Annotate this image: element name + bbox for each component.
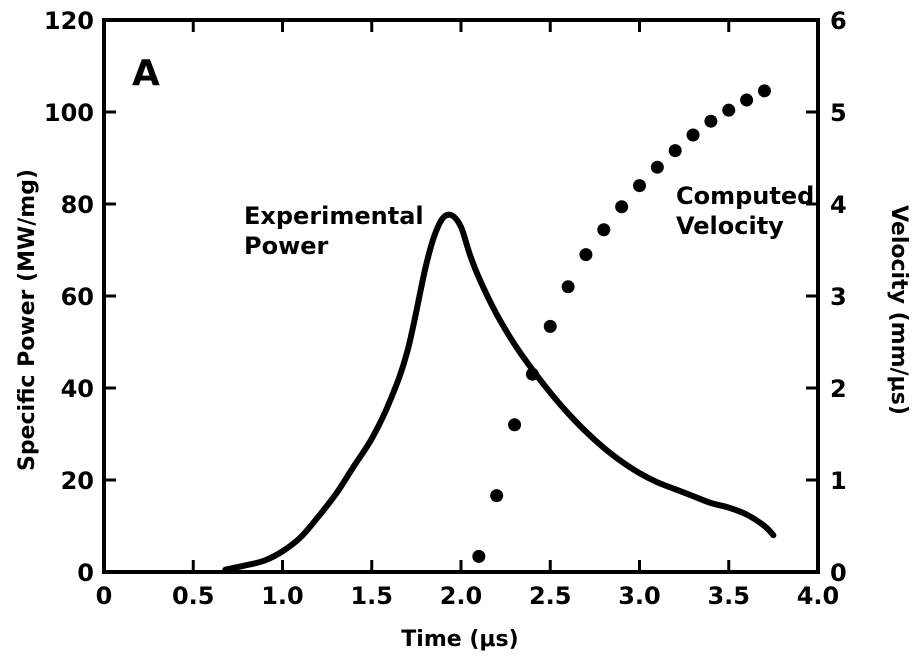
x-axis-title: Time (μs) bbox=[401, 627, 518, 652]
y-right-tick-label: 6 bbox=[830, 7, 847, 35]
y-left-axis-title: Specific Power (MW/mg) bbox=[15, 169, 40, 471]
velocity-point bbox=[543, 319, 557, 333]
velocity-annotation: Computed Velocity bbox=[676, 182, 823, 240]
experimental-power-line bbox=[222, 211, 777, 573]
y-right-tick-label: 0 bbox=[830, 559, 847, 587]
x-tick-label: 1.5 bbox=[350, 582, 393, 610]
y-right-tick-label: 3 bbox=[830, 283, 847, 311]
y-left-tick-label: 20 bbox=[61, 467, 94, 495]
velocity-point bbox=[740, 93, 754, 107]
x-tick-label: 0 bbox=[96, 582, 113, 610]
x-tick-label: 0.5 bbox=[172, 582, 215, 610]
tick-labels: 0 0.5 1.0 1.5 2.0 2.5 3.0 3.5 4.0020406080100120… bbox=[44, 7, 847, 610]
y-right-tick-label: 4 bbox=[830, 191, 847, 219]
velocity-annotation-line-1: Computed bbox=[676, 182, 814, 210]
velocity-point bbox=[704, 114, 718, 128]
velocity-point bbox=[525, 367, 539, 381]
x-tick-label: 3.0 bbox=[618, 582, 661, 610]
y-left-tick-label: 0 bbox=[77, 559, 94, 587]
velocity-point bbox=[686, 128, 700, 142]
x-tick-label: 3.5 bbox=[707, 582, 750, 610]
velocity-point bbox=[615, 200, 629, 214]
velocity-annotation-line-2: Velocity bbox=[676, 212, 784, 240]
velocity-point bbox=[650, 160, 664, 174]
tick-marks bbox=[102, 18, 820, 574]
velocity-point bbox=[757, 84, 771, 98]
plot-frame bbox=[102, 18, 820, 574]
velocity-point bbox=[508, 418, 522, 432]
y-left-tick-label: 120 bbox=[44, 7, 94, 35]
y-left-tick-label: 100 bbox=[44, 99, 94, 127]
x-tick-label: 1.0 bbox=[261, 582, 304, 610]
y-left-tick-label: 40 bbox=[61, 375, 94, 403]
y-right-axis-title: Velocity (mm/μs) bbox=[886, 205, 911, 415]
velocity-point bbox=[722, 103, 736, 117]
axes bbox=[102, 18, 820, 574]
power-annotation: Experimental Power bbox=[244, 202, 432, 260]
power-annotation-line-1: Experimental bbox=[244, 202, 424, 230]
velocity-point bbox=[490, 489, 504, 503]
y-left-tick-label: 80 bbox=[61, 191, 94, 219]
velocity-point bbox=[561, 280, 575, 294]
velocity-point bbox=[668, 144, 682, 158]
x-tick-label: 2.5 bbox=[529, 582, 572, 610]
y-right-tick-label: 5 bbox=[830, 99, 847, 127]
velocity-point bbox=[633, 179, 646, 193]
panel-label: A bbox=[132, 53, 160, 94]
y-right-tick-label: 1 bbox=[830, 467, 847, 495]
x-tick-label: 4.0 bbox=[797, 582, 840, 610]
y-left-tick-label: 60 bbox=[61, 283, 94, 311]
power-annotation-line-2: Power bbox=[244, 232, 329, 260]
velocity-point bbox=[472, 549, 486, 563]
x-tick-label: 2.0 bbox=[440, 582, 483, 610]
y-right-tick-label: 2 bbox=[830, 375, 847, 403]
computed-velocity-points bbox=[472, 84, 771, 563]
velocity-point bbox=[597, 223, 611, 237]
velocity-point bbox=[579, 248, 593, 262]
